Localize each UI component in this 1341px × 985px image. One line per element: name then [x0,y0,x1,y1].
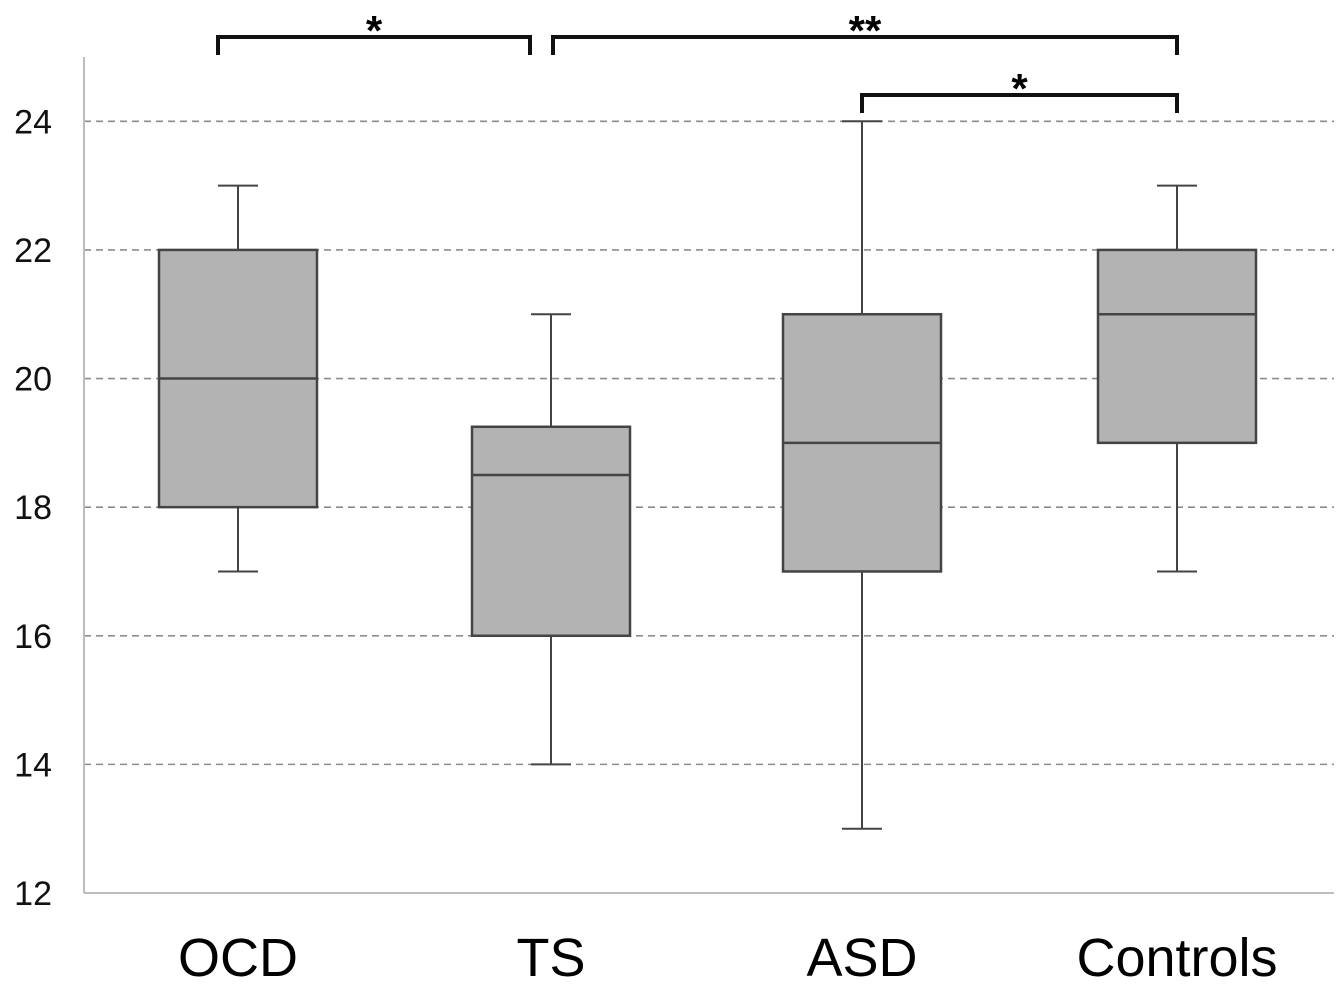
iqr-box [1096,248,1258,445]
significance-bracket: * [860,65,1179,113]
significance-label: * [366,7,383,54]
box-ts [470,313,632,766]
boxes [157,120,1258,830]
bracket-line [860,93,1179,113]
y-tick-label: 16 [14,618,52,656]
y-tick-label: 18 [14,489,52,527]
significance-brackets: * *** [216,7,1179,113]
box-controls [1096,184,1258,573]
box-ocd [157,184,319,573]
bracket-line [216,35,532,55]
significance-bracket: ** [551,7,1179,55]
iqr-box [470,425,632,638]
y-tick-label: 20 [14,361,52,399]
x-category-label: TS [516,928,585,985]
significance-label: ** [849,7,882,54]
box-asd [781,120,943,830]
x-category-label: Controls [1076,928,1277,985]
labels: 12 14 16 18 20 22 24 OCD TS ASD Controls [14,103,1277,985]
y-tick-label: 14 [14,746,52,784]
x-category-label: ASD [806,928,917,985]
axes [83,57,1334,894]
significance-bracket: * [216,7,532,55]
x-category-label: OCD [178,928,298,985]
y-tick-label: 24 [14,103,52,141]
significance-label: * [1011,65,1028,112]
y-tick-label: 22 [14,232,52,270]
y-tick-label: 12 [14,875,52,913]
bracket-line [551,35,1179,55]
